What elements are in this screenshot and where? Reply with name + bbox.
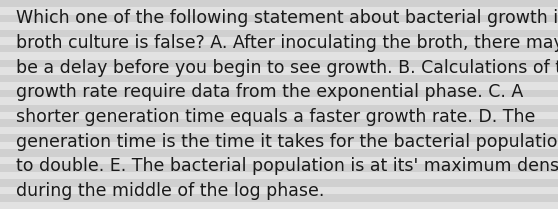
Bar	[0, 157, 558, 164]
Bar	[0, 127, 558, 134]
Bar	[0, 201, 558, 209]
Bar	[0, 97, 558, 104]
Bar	[0, 134, 558, 142]
Bar	[0, 112, 558, 119]
Bar	[0, 179, 558, 187]
Text: growth rate require data from the exponential phase. C. A: growth rate require data from the expone…	[16, 83, 523, 101]
Text: Which one of the following statement about bacterial growth in: Which one of the following statement abo…	[16, 9, 558, 27]
Bar	[0, 0, 558, 8]
Text: be a delay before you begin to see growth. B. Calculations of the: be a delay before you begin to see growt…	[16, 59, 558, 77]
Bar	[0, 164, 558, 172]
Bar	[0, 104, 558, 112]
Bar	[0, 30, 558, 37]
Bar	[0, 8, 558, 15]
Bar	[0, 119, 558, 127]
Bar	[0, 187, 558, 194]
Bar	[0, 149, 558, 157]
Text: to double. E. The bacterial population is at its' maximum density: to double. E. The bacterial population i…	[16, 157, 558, 175]
Text: broth culture is false? A. After inoculating the broth, there may: broth culture is false? A. After inocula…	[16, 34, 558, 52]
Bar	[0, 45, 558, 52]
Bar	[0, 194, 558, 201]
Bar	[0, 67, 558, 75]
Bar	[0, 37, 558, 45]
Bar	[0, 82, 558, 90]
Bar	[0, 60, 558, 67]
Bar	[0, 22, 558, 30]
Bar	[0, 75, 558, 82]
Bar	[0, 90, 558, 97]
Bar	[0, 15, 558, 22]
Text: during the middle of the log phase.: during the middle of the log phase.	[16, 182, 324, 200]
Text: generation time is the time it takes for the bacterial population: generation time is the time it takes for…	[16, 133, 558, 151]
Bar	[0, 52, 558, 60]
Bar	[0, 172, 558, 179]
Text: shorter generation time equals a faster growth rate. D. The: shorter generation time equals a faster …	[16, 108, 535, 126]
Bar	[0, 142, 558, 149]
